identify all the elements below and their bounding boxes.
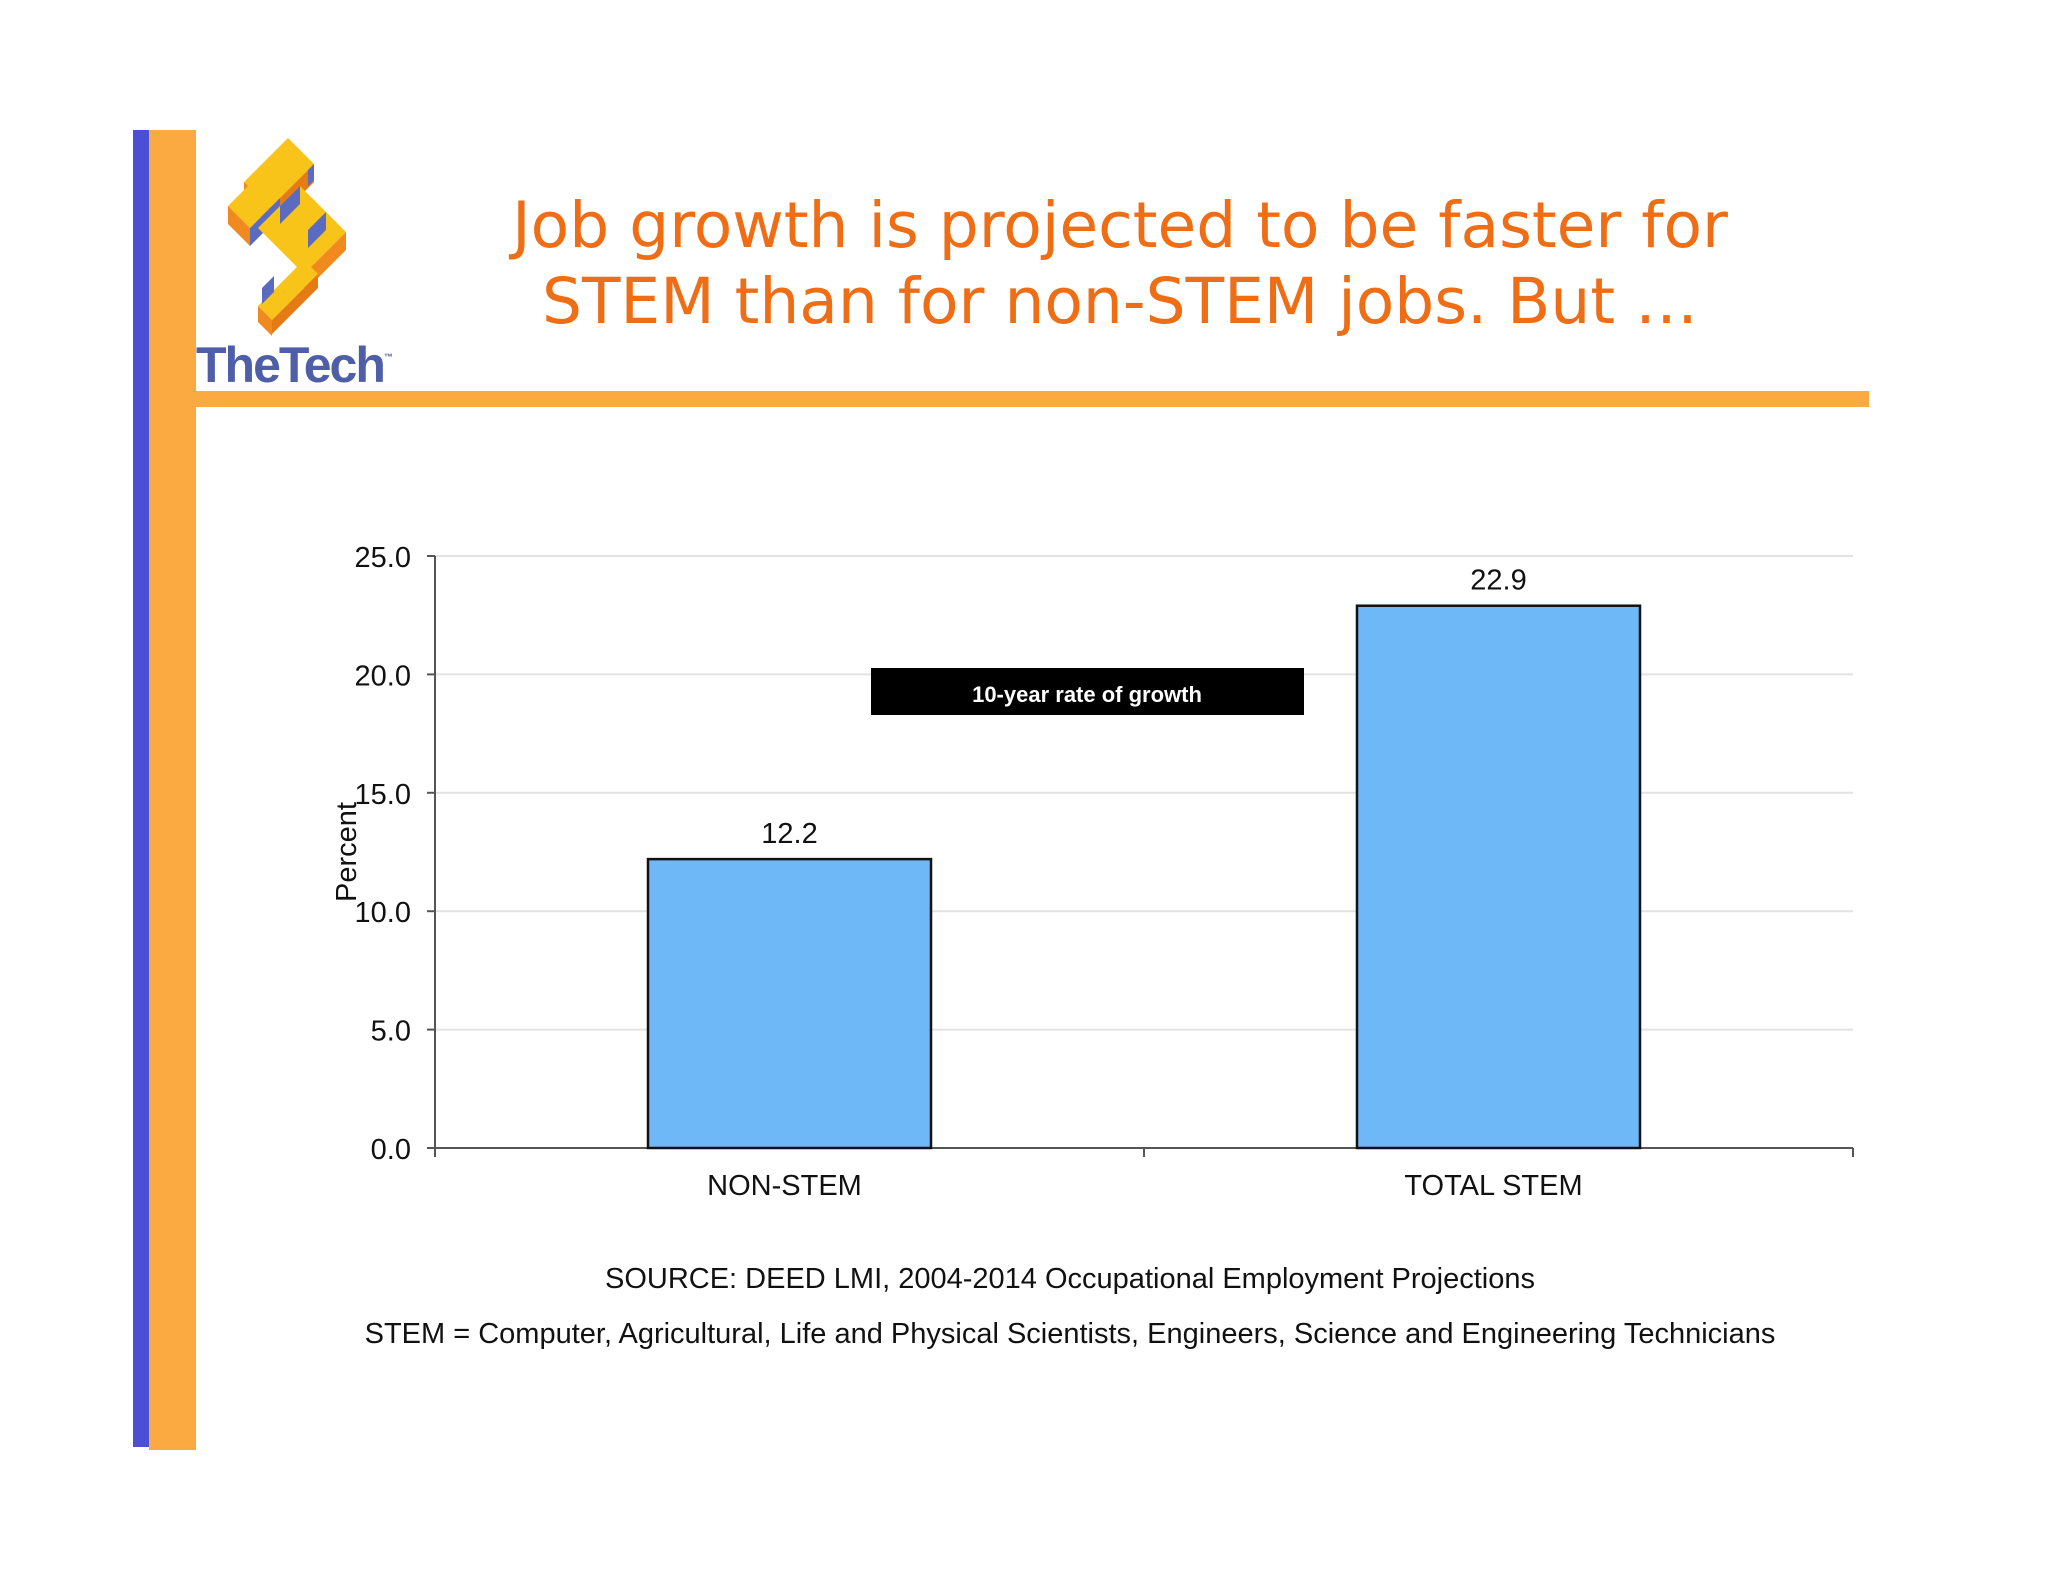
y-tick-label: 10.0 — [355, 897, 411, 929]
slide-title: Job growth is projected to be faster for… — [430, 188, 1810, 340]
legend-box — [871, 668, 1304, 715]
slide-title-line-2: STEM than for non-STEM jobs. But … — [541, 265, 1699, 338]
y-tick-label: 25.0 — [355, 542, 411, 574]
bar-value-label: 22.9 — [1470, 565, 1526, 597]
y-tick-label: 5.0 — [371, 1016, 411, 1048]
y-tick-label: 0.0 — [371, 1134, 411, 1166]
y-axis-label: Percent — [331, 802, 363, 902]
y-tick-label: 20.0 — [355, 660, 411, 692]
legend-label: 10-year rate of growth — [972, 682, 1202, 707]
source-note: SOURCE: DEED LMI, 2004-2014 Occupational… — [604, 1263, 1536, 1295]
x-category-label: NON-STEM — [707, 1170, 862, 1202]
thetech-logo-icon — [228, 138, 346, 336]
left-accent-blue-stripe — [133, 130, 149, 1447]
y-tick-label: 15.0 — [355, 779, 411, 811]
stem-definition-note: STEM = Computer, Agricultural, Life and … — [364, 1318, 1776, 1350]
x-category-label: TOTAL STEM — [1404, 1170, 1582, 1202]
left-accent-orange-stripe — [149, 130, 196, 1450]
logo-trademark: ™ — [383, 352, 393, 362]
header-divider — [196, 391, 1869, 407]
bar-non-stem — [646, 857, 933, 1150]
bar-value-label: 12.2 — [761, 818, 817, 850]
slide-title-line-1: Job growth is projected to be faster for — [512, 189, 1728, 262]
bar-total-stem — [1355, 604, 1642, 1150]
logo-wordmark: TheTech™ — [196, 336, 393, 394]
logo-brand-text: TheTech — [196, 337, 386, 393]
